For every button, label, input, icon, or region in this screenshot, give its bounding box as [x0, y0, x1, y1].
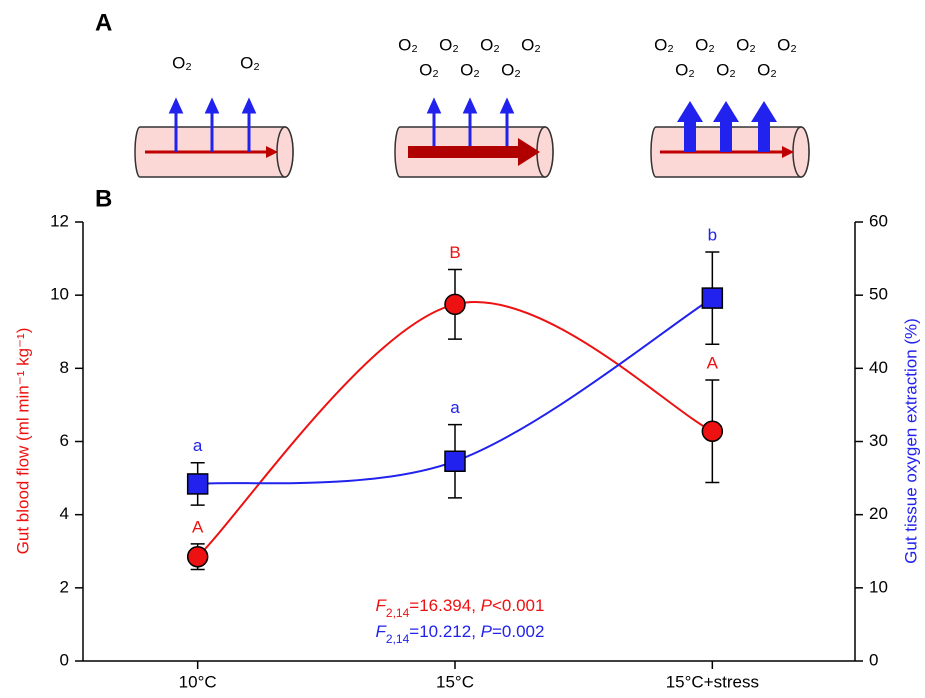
y2-tick-label: 50	[869, 285, 888, 304]
o2-label: O₂	[240, 53, 260, 72]
o2-label: O₂	[777, 35, 797, 54]
significance-letter: A	[192, 517, 204, 536]
y-tick-label: 12	[50, 211, 69, 230]
o2-label: O₂	[521, 35, 541, 54]
vessel	[134, 97, 294, 178]
o2-label: O₂	[695, 35, 715, 54]
y-tick-label: 10	[50, 285, 69, 304]
o2-label: O₂	[480, 35, 500, 54]
o2-label: O₂	[460, 60, 480, 79]
marker	[186, 545, 209, 568]
vessel	[394, 97, 554, 178]
o2-label: O₂	[172, 53, 192, 72]
y-tick-label: 2	[60, 577, 69, 596]
marker	[701, 287, 724, 309]
o2-label: O₂	[736, 35, 756, 54]
y2-tick-label: 20	[869, 504, 888, 523]
x-tick-label: 10°C	[179, 672, 217, 691]
y2-tick-label: 60	[869, 211, 888, 230]
o2-label: O₂	[501, 60, 521, 79]
significance-letter: a	[450, 398, 460, 417]
x-tick-label: 15°C+stress	[666, 672, 759, 691]
y2-tick-label: 40	[869, 358, 888, 377]
annotation-part: 2,14	[386, 606, 410, 620]
marker	[701, 420, 724, 443]
o2-label: O₂	[757, 60, 777, 79]
x-tick-label: 15°C	[436, 672, 474, 691]
y-tick-label: 6	[60, 431, 69, 450]
annotation-part: F	[376, 596, 388, 615]
o2-label: O₂	[398, 35, 418, 54]
panel-label: A	[95, 9, 112, 36]
vessels	[134, 97, 810, 178]
annotation-part: =10.212,	[409, 622, 480, 641]
annotation-part: P	[481, 596, 493, 615]
y-tick-label: 0	[60, 650, 69, 669]
o2-label: O₂	[439, 35, 459, 54]
stat-annotation: F2,14=10.212, P=0.002	[376, 622, 545, 646]
o2-label: O₂	[716, 60, 736, 79]
o2-label: O₂	[675, 60, 695, 79]
o2-label: O₂	[654, 35, 674, 54]
significance-letter: A	[707, 354, 719, 373]
o2-label: O₂	[419, 60, 439, 79]
y-tick-label: 4	[60, 504, 69, 523]
y2-tick-label: 0	[869, 650, 878, 669]
y2-tick-label: 10	[869, 577, 888, 596]
panel-label: B	[95, 185, 112, 212]
y-axis-label: Gut blood flow (ml min⁻¹ kg⁻¹)	[13, 328, 32, 555]
y-tick-label: 8	[60, 358, 69, 377]
marker	[444, 293, 466, 316]
annotation-part: <0.001	[492, 596, 544, 615]
stat-annotation: F2,14=16.394, P<0.001	[376, 596, 545, 620]
y2-axis-label: Gut tissue oxygen extraction (%)	[901, 318, 920, 564]
significance-letter: B	[449, 243, 460, 262]
annotation-part: 2,14	[386, 632, 410, 646]
y2-tick-label: 30	[869, 431, 888, 450]
plot: Gut blood flow (ml min⁻¹ kg⁻¹) Gut tissu…	[13, 211, 920, 691]
significance-letter: b	[708, 225, 717, 244]
significance-letter: a	[193, 436, 203, 455]
marker	[444, 450, 466, 473]
vessel	[650, 101, 810, 178]
annotation-part: =0.002	[492, 622, 544, 641]
annotation-part: P	[481, 622, 493, 641]
annotation-part: =16.394,	[409, 596, 480, 615]
marker	[186, 473, 209, 495]
annotation-part: F	[376, 622, 388, 641]
